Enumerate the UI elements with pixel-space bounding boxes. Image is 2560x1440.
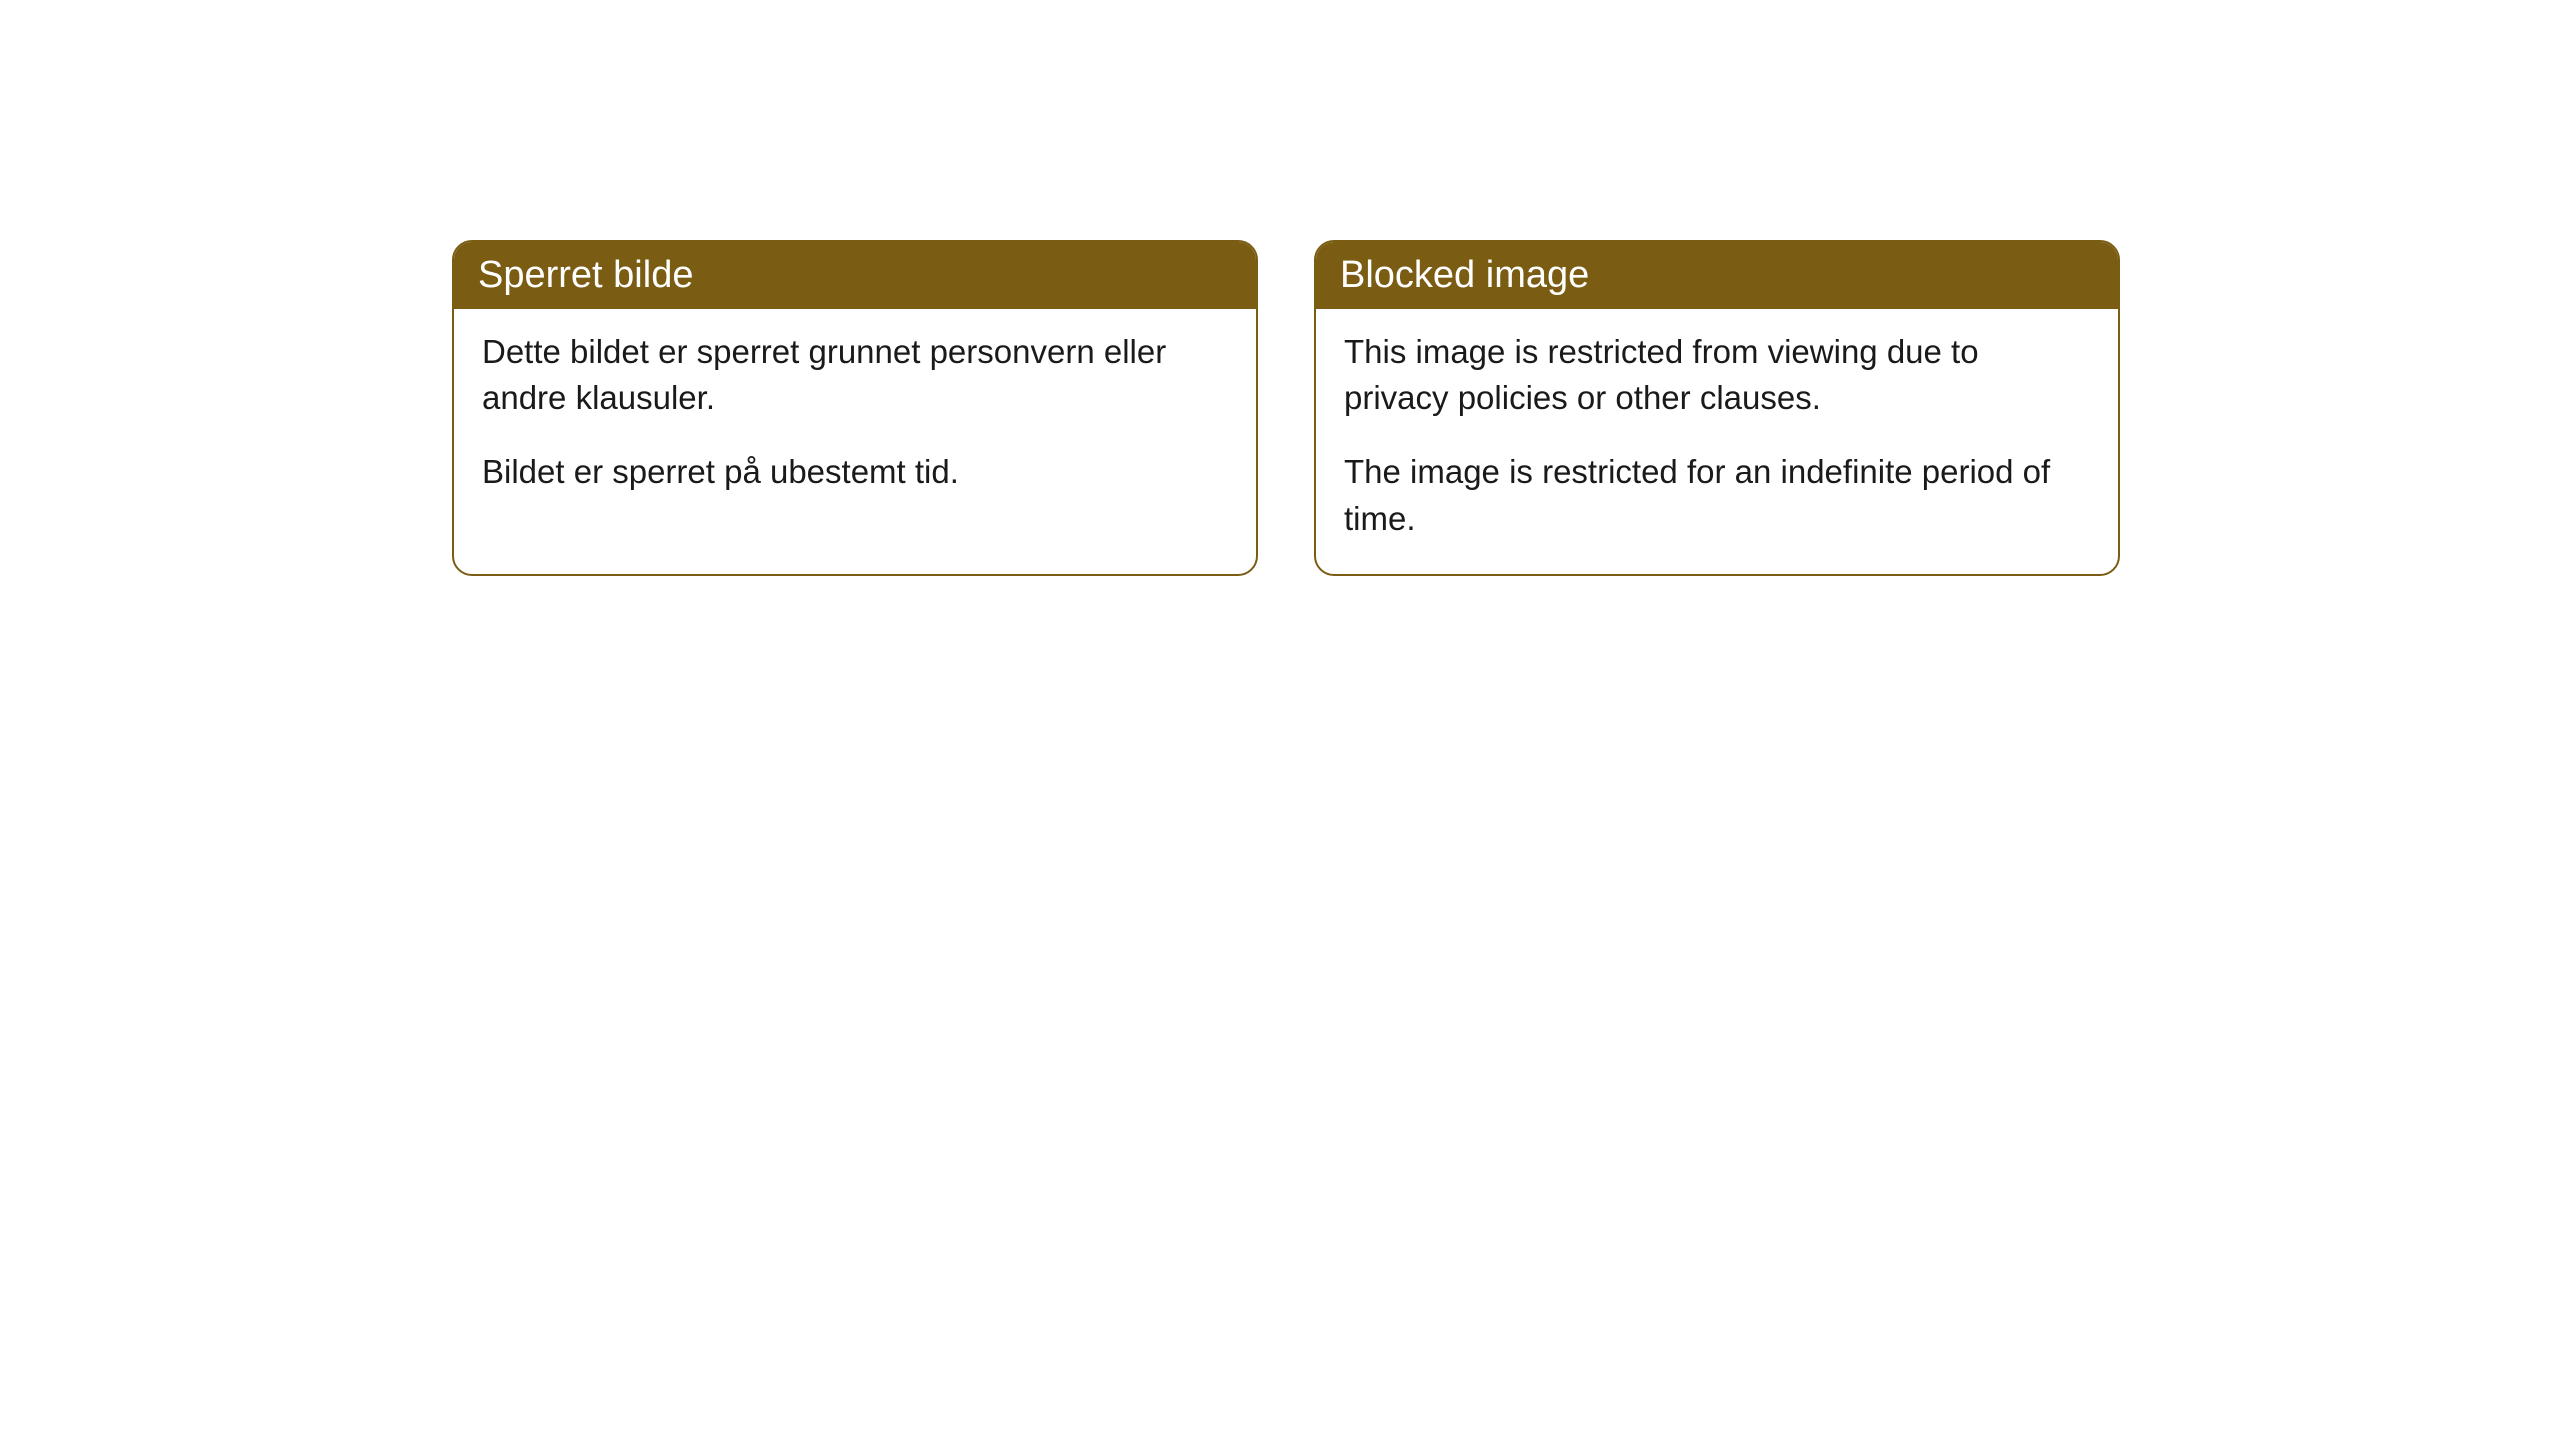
card-body-norwegian: Dette bildet er sperret grunnet personve… (454, 309, 1256, 528)
card-header-norwegian: Sperret bilde (454, 242, 1256, 309)
card-title-english: Blocked image (1340, 254, 1589, 296)
blocked-image-card-english: Blocked image This image is restricted f… (1314, 240, 2120, 576)
card-header-english: Blocked image (1316, 242, 2118, 309)
card-paragraph-2-norwegian: Bildet er sperret på ubestemt tid. (482, 449, 1228, 495)
card-paragraph-1-norwegian: Dette bildet er sperret grunnet personve… (482, 329, 1228, 421)
card-body-english: This image is restricted from viewing du… (1316, 309, 2118, 574)
notice-cards-container: Sperret bilde Dette bildet er sperret gr… (452, 240, 2560, 576)
card-paragraph-1-english: This image is restricted from viewing du… (1344, 329, 2090, 421)
card-title-norwegian: Sperret bilde (478, 254, 693, 296)
blocked-image-card-norwegian: Sperret bilde Dette bildet er sperret gr… (452, 240, 1258, 576)
card-paragraph-2-english: The image is restricted for an indefinit… (1344, 449, 2090, 541)
